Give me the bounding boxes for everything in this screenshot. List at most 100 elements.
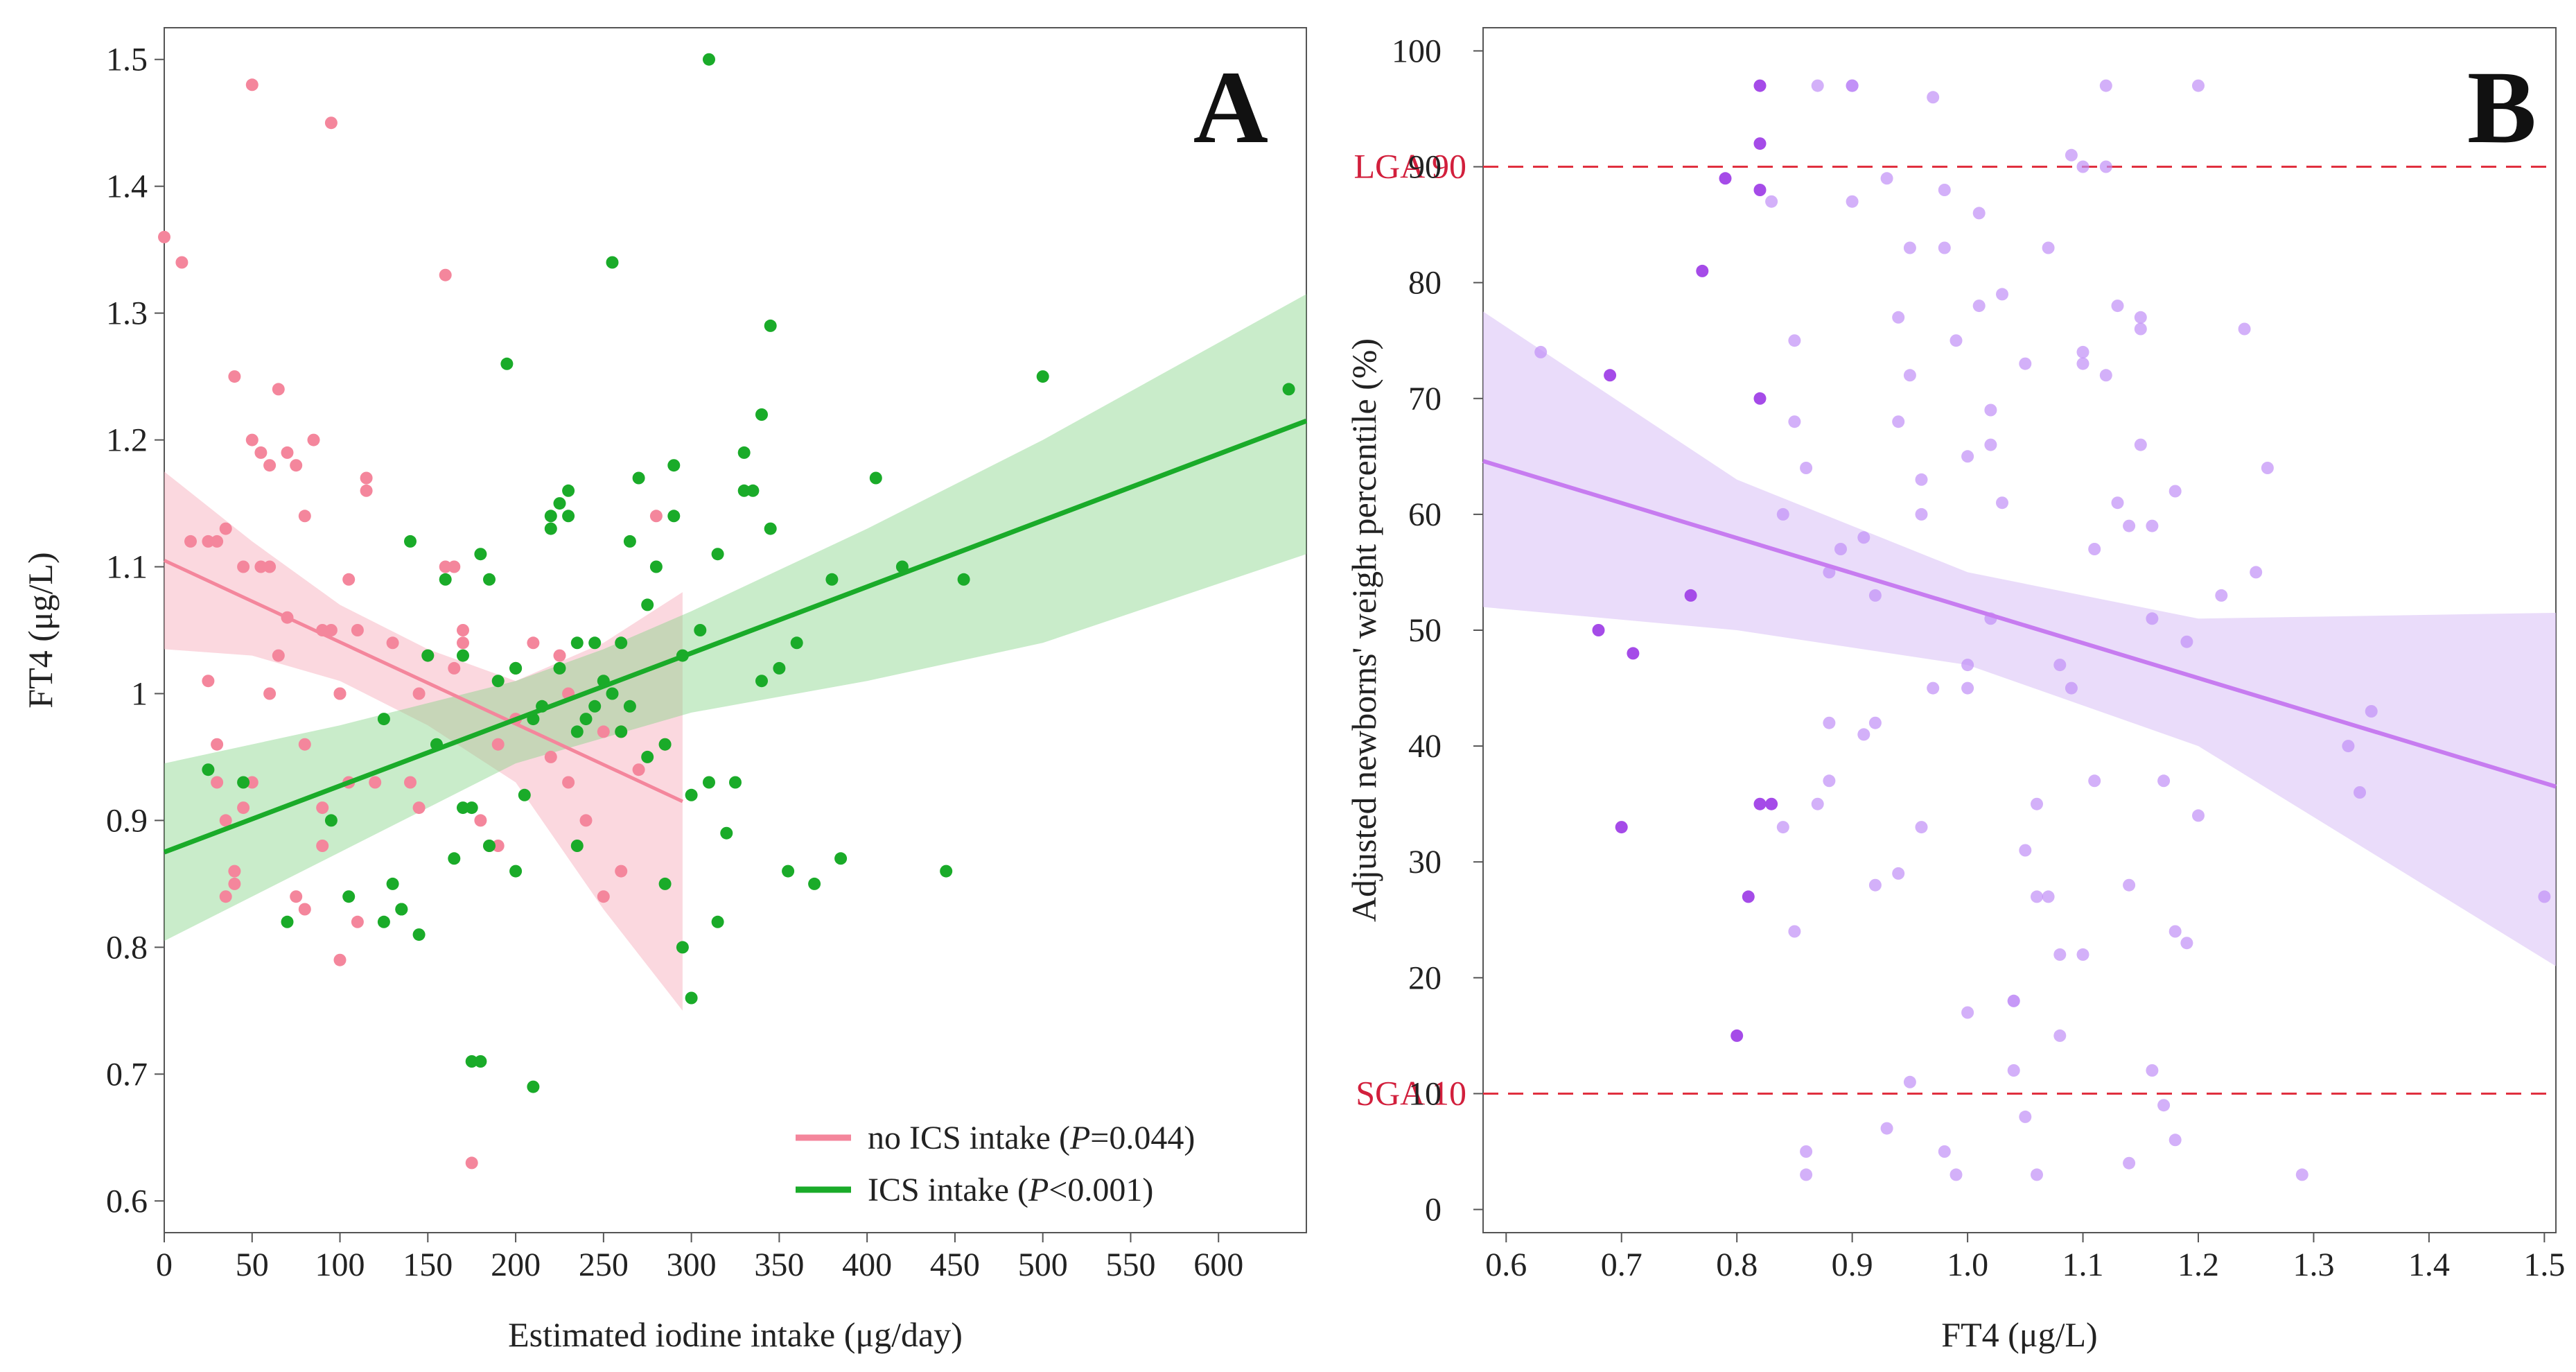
data-point-no-ics xyxy=(219,814,232,827)
x-tick-label: 450 xyxy=(930,1247,980,1283)
data-point-no-ics xyxy=(211,535,224,548)
data-point-no-ics xyxy=(211,738,224,751)
data-point-other xyxy=(1880,172,1893,185)
data-point-other xyxy=(1846,195,1859,208)
data-point-other xyxy=(1800,1145,1813,1158)
data-point-other xyxy=(2146,1064,2159,1077)
x-tick-label: 200 xyxy=(491,1247,541,1283)
data-point-other xyxy=(2099,369,2112,382)
data-point-no-ics xyxy=(527,636,540,650)
data-point-highlighted xyxy=(1592,624,1605,636)
data-point-no-ics xyxy=(228,877,241,890)
data-point-ics xyxy=(1036,370,1049,383)
data-point-ics xyxy=(544,510,557,523)
y-tick-label: 100 xyxy=(1392,33,1442,69)
x-tick-label: 1.4 xyxy=(2408,1247,2450,1283)
data-point-no-ics xyxy=(474,814,487,827)
data-point-other xyxy=(1776,507,1789,521)
panel-a-x-axis-title: Estimated iodine intake (μg/day) xyxy=(508,1315,963,1354)
data-point-no-ics xyxy=(219,522,232,535)
data-point-highlighted xyxy=(1604,369,1617,382)
data-point-other xyxy=(1949,334,1963,347)
data-point-no-ics xyxy=(298,903,311,916)
x-tick-label: 500 xyxy=(1018,1247,1068,1283)
data-point-ics xyxy=(737,484,751,497)
data-point-highlighted xyxy=(1753,137,1767,150)
data-point-no-ics xyxy=(412,801,426,815)
data-point-no-ics xyxy=(245,776,259,789)
data-point-no-ics xyxy=(562,776,575,789)
data-point-ics xyxy=(553,497,566,510)
data-point-ics xyxy=(676,941,689,954)
data-point-ics xyxy=(342,890,356,903)
data-point-ics xyxy=(570,840,584,852)
data-point-other xyxy=(1961,681,1974,695)
data-point-ics xyxy=(737,446,751,459)
y-tick-label: 90 xyxy=(1408,149,1442,186)
data-point-ics xyxy=(386,877,399,890)
confidence-band-ft4 xyxy=(1483,311,2556,966)
data-point-other xyxy=(2250,566,2263,579)
data-point-highlighted xyxy=(1731,1029,1744,1042)
x-tick-label: 300 xyxy=(667,1247,717,1283)
data-point-no-ics xyxy=(597,725,610,738)
data-point-highlighted xyxy=(1753,79,1767,92)
panel-a-points xyxy=(158,53,1295,1170)
y-tick-label: 40 xyxy=(1408,728,1442,765)
data-point-other xyxy=(2538,890,2551,903)
fit-line-ft4 xyxy=(1482,459,2557,789)
y-tick-label: 1.5 xyxy=(106,42,148,78)
data-point-other xyxy=(2180,635,2193,648)
data-point-other xyxy=(1823,716,1836,729)
data-point-other xyxy=(1927,91,1940,104)
fit-line-no-ics xyxy=(163,559,683,804)
data-point-no-ics xyxy=(324,624,338,636)
data-point-ics xyxy=(570,725,584,738)
data-point-other xyxy=(1811,797,1824,810)
data-point-no-ics xyxy=(553,649,566,662)
data-point-no-ics xyxy=(281,446,294,459)
data-point-other xyxy=(1892,415,1905,428)
data-point-other xyxy=(1868,878,1882,892)
data-point-other xyxy=(2088,774,2101,788)
data-point-ics xyxy=(457,649,469,662)
confidence-band-no-ics xyxy=(164,471,683,1011)
panel-a-y-axis-title: FT4 (μg/L) xyxy=(21,552,60,708)
data-point-ics xyxy=(483,573,496,586)
y-tick-label: 70 xyxy=(1408,381,1442,417)
data-point-other xyxy=(1961,659,1974,672)
data-point-ics xyxy=(641,598,654,611)
y-tick-label: 1.2 xyxy=(106,422,148,459)
data-point-no-ics xyxy=(237,560,250,573)
data-point-ics xyxy=(755,675,768,688)
data-point-no-ics xyxy=(316,801,329,815)
data-point-other xyxy=(1938,184,1951,196)
data-point-other xyxy=(1915,507,1928,521)
data-point-other xyxy=(2031,890,2043,903)
y-tick-label: 1 xyxy=(131,675,148,712)
data-point-ics xyxy=(448,852,461,865)
data-point-other xyxy=(1903,241,1916,254)
data-point-other xyxy=(2123,519,2136,532)
data-point-no-ics xyxy=(254,446,268,459)
data-point-other xyxy=(2146,519,2159,532)
data-point-other xyxy=(1765,195,1778,208)
data-point-no-ics xyxy=(369,776,382,789)
data-point-no-ics xyxy=(544,750,557,763)
data-point-ics xyxy=(465,801,478,815)
x-tick-label: 1.2 xyxy=(2178,1247,2219,1283)
data-point-other xyxy=(2088,543,2101,555)
data-point-other xyxy=(2192,79,2205,92)
panel-b-points xyxy=(1534,79,2551,1181)
data-point-ics xyxy=(623,700,636,713)
data-point-other xyxy=(2053,948,2067,961)
x-tick-label: 250 xyxy=(579,1247,629,1283)
data-point-ics xyxy=(483,840,496,852)
y-tick-label: 60 xyxy=(1408,496,1442,533)
data-point-ics xyxy=(658,738,672,751)
data-point-other xyxy=(1811,79,1824,92)
panel-b-y-axis: 0 10 20 30 40 50 60 70 80 90 100 xyxy=(1392,33,1483,1228)
data-point-other xyxy=(2042,241,2055,254)
panel-b-reference-lines: LGA 90 SGA 10 xyxy=(1354,147,2556,1112)
